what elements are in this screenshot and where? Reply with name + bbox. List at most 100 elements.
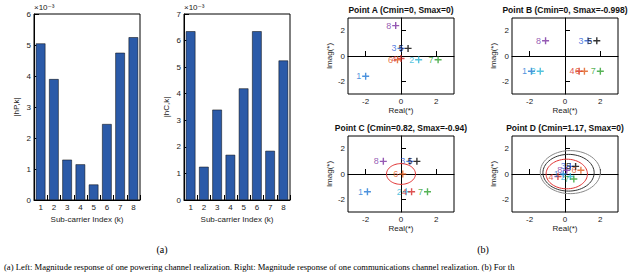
svg-text:Point D (Cmin=1.17, Smax=0): Point D (Cmin=1.17, Smax=0): [506, 123, 624, 133]
svg-text:|hC,k|: |hC,k|: [162, 97, 171, 118]
svg-text:-2: -2: [338, 77, 346, 86]
svg-text:Imag(*): Imag(*): [489, 161, 498, 188]
svg-text:7: 7: [268, 203, 273, 212]
svg-text:7: 7: [418, 187, 423, 197]
svg-text:1: 1: [38, 203, 43, 212]
svg-text:6: 6: [255, 203, 260, 212]
svg-text:5: 5: [91, 203, 96, 212]
svg-text:4: 4: [402, 187, 407, 197]
svg-text:1: 1: [27, 165, 32, 174]
svg-text:2: 2: [52, 203, 57, 212]
svg-text:2: 2: [341, 144, 346, 153]
svg-text:2: 2: [434, 97, 439, 106]
svg-text:3: 3: [400, 156, 405, 166]
svg-text:2: 2: [598, 215, 603, 224]
svg-text:Sub-carrier Index (k): Sub-carrier Index (k): [51, 215, 124, 224]
svg-text:3: 3: [27, 103, 32, 112]
svg-text:3: 3: [215, 203, 220, 212]
svg-text:6: 6: [177, 36, 182, 45]
svg-text:-2: -2: [362, 97, 370, 106]
svg-text:3: 3: [391, 43, 396, 53]
svg-text:2: 2: [27, 134, 32, 143]
svg-text:6: 6: [388, 55, 393, 65]
svg-text:Real(*): Real(*): [553, 224, 578, 233]
svg-text:(a): (a): [156, 244, 167, 256]
svg-text:2: 2: [505, 144, 510, 153]
svg-text:0: 0: [399, 215, 404, 224]
svg-text:Point C (Cmin=0.82, Smax=-0.94: Point C (Cmin=0.82, Smax=-0.94): [335, 123, 467, 133]
svg-text:Point B (Cmin=0, Smax=-0.998): Point B (Cmin=0, Smax=-0.998): [502, 5, 627, 15]
svg-text:7: 7: [429, 55, 434, 65]
svg-text:|hP,k|: |hP,k|: [12, 97, 21, 116]
svg-text:0: 0: [563, 215, 568, 224]
svg-text:Imag(*): Imag(*): [489, 43, 498, 70]
svg-text:4: 4: [177, 89, 182, 98]
svg-text:0: 0: [563, 97, 568, 106]
svg-text:0: 0: [505, 170, 510, 179]
svg-text:×10⁻³: ×10⁻³: [184, 3, 205, 12]
svg-text:6: 6: [571, 165, 576, 175]
svg-text:5: 5: [27, 41, 32, 50]
svg-text:4: 4: [228, 203, 233, 212]
svg-text:2: 2: [598, 97, 603, 106]
svg-text:-2: -2: [526, 97, 534, 106]
svg-text:-2: -2: [338, 195, 346, 204]
svg-text:8: 8: [281, 203, 286, 212]
svg-text:8: 8: [557, 165, 562, 175]
svg-text:8: 8: [131, 203, 136, 212]
svg-text:5: 5: [566, 161, 571, 171]
svg-text:2: 2: [531, 66, 536, 76]
svg-text:2: 2: [397, 187, 402, 197]
svg-text:6: 6: [393, 169, 398, 179]
svg-text:Imag(*): Imag(*): [325, 161, 334, 188]
svg-text:0: 0: [27, 196, 32, 205]
svg-text:2: 2: [202, 203, 207, 212]
svg-text:3: 3: [177, 116, 182, 125]
svg-text:1: 1: [177, 169, 182, 178]
svg-text:7: 7: [564, 174, 569, 184]
svg-text:2: 2: [177, 142, 182, 151]
svg-text:-2: -2: [362, 215, 370, 224]
svg-text:2: 2: [409, 55, 414, 65]
svg-text:7: 7: [118, 203, 123, 212]
svg-text:3: 3: [65, 203, 70, 212]
svg-text:-2: -2: [526, 215, 534, 224]
svg-text:2: 2: [505, 26, 510, 35]
svg-text:-2: -2: [502, 195, 510, 204]
svg-text:1: 1: [522, 66, 527, 76]
svg-text:7: 7: [591, 66, 596, 76]
svg-text:0: 0: [505, 52, 510, 61]
svg-text:Real(*): Real(*): [389, 106, 414, 115]
svg-text:Real(*): Real(*): [553, 106, 578, 115]
svg-text:0: 0: [341, 170, 346, 179]
svg-text:4: 4: [78, 203, 83, 212]
svg-text:Imag(*): Imag(*): [325, 43, 334, 70]
svg-text:2: 2: [434, 215, 439, 224]
svg-text:8: 8: [374, 156, 379, 166]
svg-text:2: 2: [341, 26, 346, 35]
svg-text:1: 1: [188, 203, 193, 212]
svg-text:8: 8: [386, 21, 391, 31]
svg-text:×10⁻³: ×10⁻³: [34, 3, 55, 12]
svg-text:4: 4: [570, 66, 575, 76]
svg-text:3: 3: [578, 36, 583, 46]
svg-text:0: 0: [399, 97, 404, 106]
svg-text:6: 6: [105, 203, 110, 212]
svg-text:0: 0: [177, 196, 182, 205]
svg-text:0: 0: [341, 52, 346, 61]
svg-text:7: 7: [177, 10, 182, 19]
svg-text:-2: -2: [502, 77, 510, 86]
svg-text:(b): (b): [477, 244, 489, 256]
svg-text:1: 1: [356, 71, 361, 81]
svg-text:Sub-carrier Index (k): Sub-carrier Index (k): [201, 215, 274, 224]
svg-text:(a) Left: Magnitude response o: (a) Left: Magnitude response of one powe…: [4, 262, 515, 272]
svg-text:5: 5: [177, 63, 182, 72]
svg-text:6: 6: [575, 66, 580, 76]
svg-text:Point A (Cmin=0, Smax=0): Point A (Cmin=0, Smax=0): [348, 5, 453, 15]
svg-text:5: 5: [399, 43, 404, 53]
svg-text:Real(*): Real(*): [389, 224, 414, 233]
svg-text:8: 8: [536, 36, 541, 46]
svg-text:5: 5: [241, 203, 246, 212]
svg-text:5: 5: [587, 36, 592, 46]
svg-text:4: 4: [27, 72, 32, 81]
